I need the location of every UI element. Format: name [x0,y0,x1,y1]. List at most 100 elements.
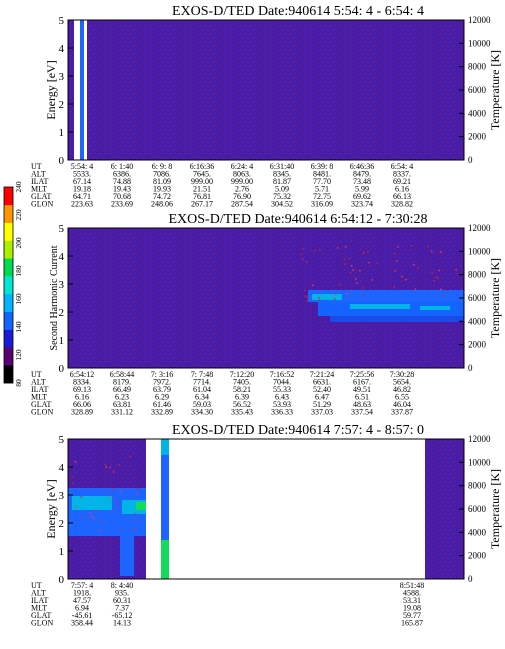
ephemeris-cell: 6.34 [195,393,209,402]
panel-1-ytick-label: 3 [59,71,65,83]
ephemeris-row-name: UT [31,581,42,590]
ephemeris-cell: 67.14 [73,177,91,186]
colorbar-ticks: 80 120 140 160 180 200 220 240 [14,181,23,387]
ephemeris-cell: 999.00 [191,177,213,186]
sparkle-dot [74,461,77,463]
sparkle-dot [319,249,321,251]
ephemeris-row-name: ALT [31,589,46,598]
sparkle-dot [455,269,457,271]
sparkle-dot [104,463,107,466]
ephemeris-cell: 6167. [353,378,371,387]
ephemeris-cell: 267.17 [191,200,213,209]
colorbar-swatch [4,365,13,384]
sparkle-dot [456,273,459,275]
ephemeris-cell: 59.03 [193,400,211,409]
sparkle-dot [394,253,396,255]
ephemeris-row-name: ILAT [31,177,48,186]
ephemeris-cell: 6:31:40 [270,162,294,171]
panel-1-ytick-label: 0 [59,155,65,167]
panel-3-band-cyan-1 [72,496,112,510]
sparkle-dot [401,275,403,278]
sparkle-dot [334,294,337,296]
ephemeris-cell: 6386. [113,170,131,179]
sparkle-dot [344,246,347,248]
panel-2-ytick-label: 3 [59,279,65,291]
ephemeris-cell: 6:46:36 [350,162,374,171]
ephemeris-cell: 6:58:44 [110,370,134,379]
sparkle-dot [336,247,339,249]
colorbar-tick-label: 80 [14,379,23,387]
ephemeris-cell: 76.81 [193,192,211,201]
ephemeris-cell: 47.57 [73,596,91,605]
ephemeris-cell: 334.30 [191,408,213,417]
colorbar-swatch [4,329,13,348]
panel-1-y2tick-label: 6000 [468,85,487,95]
panel-2-band-lower [330,316,464,322]
colorbar-swatch [4,311,13,330]
ephemeris-cell: 7:25:56 [350,370,374,379]
ephemeris-cell: 304.52 [271,200,293,209]
sparkle-dot [72,482,74,484]
ephemeris-cell: 7:21:24 [310,370,334,379]
panel-3-ytick-label: 2 [59,518,65,530]
panel-1-data-gap-2 [84,20,87,160]
panel-3-y2tick-label: 10000 [468,457,491,467]
ephemeris-cell: 6.43 [275,393,289,402]
ephemeris-cell: 77.70 [313,177,331,186]
sparkle-dot [119,490,122,492]
panel-2: EXOS-D/TED Date:940614 6:54:12 - 7:30:28… [31,212,502,417]
ephemeris-cell: 6.16 [395,185,409,194]
panel-2-y2tick-label: 6000 [468,293,487,303]
ephemeris-cell: 66.13 [393,192,411,201]
panel-1-plot-area [68,20,464,160]
ephemeris-cell: 6:54:12 [70,370,94,379]
ephemeris-cell: 7714. [193,378,211,387]
panel-1-y2tick-label: 10000 [468,38,491,48]
panel-1-y2tick-label: 8000 [468,62,487,72]
ephemeris-cell: 6.23 [115,393,129,402]
sparkle-dot [107,490,109,493]
panel-3-band-green [136,502,146,510]
ephemeris-cell: 7: 3:16 [151,370,173,379]
colorbar-swatch [4,240,13,259]
sparkle-dot [117,501,119,503]
sparkle-dot [349,272,351,274]
ephemeris-cell: 165.87 [401,619,423,628]
sparkle-dot [351,265,353,267]
colorbar-tick-label: 240 [14,181,23,193]
sparkle-dot [91,516,93,518]
ephemeris-cell: 63.81 [113,400,131,409]
colorbar: 80 120 140 160 180 200 220 240 [3,181,23,387]
colorbar-swatches [4,187,13,384]
sparkle-dot [135,519,137,521]
ephemeris-cell: 7972. [153,378,171,387]
ephemeris-cell: 21.51 [193,185,211,194]
sparkle-dot [437,277,439,280]
ephemeris-cell: 6.39 [235,393,249,402]
ephemeris-cell: 935. [115,589,129,598]
ephemeris-cell: 6.55 [395,393,409,402]
colorbar-tick-label: 160 [14,293,23,305]
panel-1-ytick-label: 2 [59,99,65,111]
sparkle-dot [405,278,407,281]
panel-2-y2tick-label: 2000 [468,340,487,350]
ephemeris-cell: 7044. [273,378,291,387]
ephemeris-row-name: GLAT [31,400,52,409]
ephemeris-cell: 6.29 [155,393,169,402]
sparkle-dot [362,252,364,255]
colorbar-tick-label: 200 [14,237,23,249]
ephemeris-cell: 46.82 [393,385,411,394]
ephemeris-cell: 56.52 [233,400,251,409]
ephemeris-cell: 64.71 [73,192,91,201]
panel-3-ytick-label: 3 [59,490,65,502]
sparkle-dot [363,251,365,253]
ephemeris-cell: 6: 1:40 [111,162,133,171]
sparkle-dot [82,516,84,518]
sparkle-dot [376,262,378,264]
ephemeris-cell: 358.44 [71,619,93,628]
panel-2-y2tick-label: 8000 [468,270,487,280]
panel-3-tail-blue [120,536,134,576]
ephemeris-cell: 53.93 [273,400,291,409]
panel-3-title: EXOS-D/TED Date:940614 7:57: 4 - 8:57: 0 [172,423,424,438]
sparkle-dot [334,298,336,300]
